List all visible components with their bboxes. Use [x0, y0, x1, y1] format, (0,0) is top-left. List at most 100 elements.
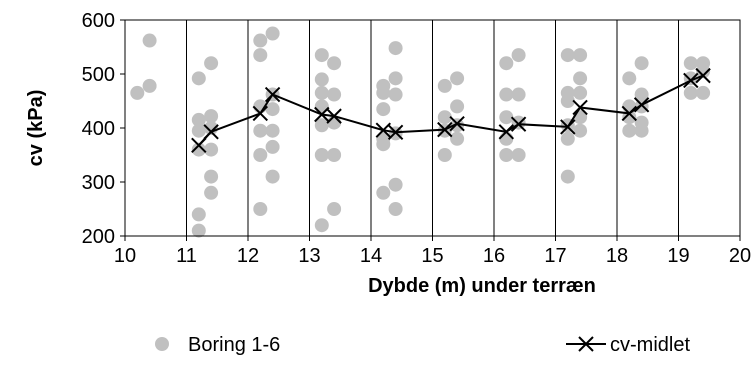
scatter-point — [191, 207, 206, 222]
legend-marker-cv-midlet — [578, 336, 594, 352]
scatter-point — [314, 48, 329, 63]
x-tick-label: 10 — [114, 245, 136, 267]
scatter-point — [622, 71, 637, 86]
y-axis-title: cv (kPa) — [25, 90, 47, 167]
scatter-point — [314, 99, 329, 114]
scatter-point — [314, 148, 329, 162]
scatter-point — [573, 71, 588, 86]
y-tick-label: 400 — [82, 118, 115, 140]
mean-marker — [203, 124, 219, 140]
mean-marker — [498, 124, 515, 140]
scatter-point — [327, 202, 342, 216]
mean-marker — [683, 72, 699, 89]
scatter-point — [265, 123, 280, 138]
scatter-point — [191, 142, 206, 157]
scatter-point — [253, 202, 268, 216]
scatter-point — [560, 48, 575, 63]
scatter-point — [388, 87, 403, 102]
y-tick-labels: 200 300 400 500 600 — [82, 10, 115, 248]
scatter-point — [388, 177, 403, 192]
scatter-point — [573, 123, 588, 138]
x-tick-labels: 10 11 12 13 14 15 16 17 18 19 20 — [114, 245, 751, 267]
scatter-point — [191, 112, 206, 127]
scatter-point — [376, 102, 391, 117]
scatter-point — [253, 123, 268, 138]
scatter-point — [622, 123, 637, 138]
scatter-point — [191, 71, 206, 86]
x-tick-label: 20 — [729, 245, 751, 267]
vertical-gridlines — [186, 20, 679, 236]
mean-marker — [387, 124, 404, 141]
x-tick-label: 13 — [298, 245, 320, 267]
scatter-point — [142, 78, 157, 93]
x-tick-label: 16 — [483, 245, 505, 267]
scatter-point — [376, 131, 391, 146]
scatter-point — [327, 56, 342, 71]
legend: Boring 1-6 cv-midlet — [155, 334, 690, 356]
scatter-point — [450, 131, 465, 146]
axes — [120, 19, 741, 241]
mean-marker — [437, 121, 453, 138]
scatter-point — [191, 123, 206, 138]
scatter-point — [376, 185, 391, 200]
scatter-point — [388, 71, 403, 86]
legend-label-boring: Boring 1-6 — [188, 334, 280, 356]
scatter-point — [204, 142, 219, 157]
scatter-point — [204, 109, 219, 124]
scatter-point — [376, 78, 391, 93]
x-tick-label: 11 — [176, 245, 197, 267]
mean-marker — [621, 105, 638, 122]
mean-marker — [510, 116, 527, 132]
scatter-point — [204, 185, 219, 200]
scatter-point — [314, 85, 329, 100]
mean-marker — [191, 137, 207, 153]
scatter-point — [204, 56, 219, 71]
legend-marker-boring — [155, 337, 169, 351]
scatter-point — [314, 72, 329, 87]
scatter-series-boring — [130, 26, 711, 238]
scatter-point — [499, 148, 514, 162]
scatter-point — [314, 218, 329, 233]
scatter-point — [560, 131, 575, 146]
mean-marker — [633, 97, 650, 113]
y-tick-label: 300 — [82, 172, 115, 194]
x-tick-label: 15 — [421, 245, 443, 267]
scatter-point — [437, 148, 452, 162]
mean-marker — [264, 86, 281, 103]
scatter-point — [450, 71, 465, 86]
scatter-point — [253, 33, 268, 48]
scatter-point — [499, 56, 514, 71]
scatter-point — [265, 26, 280, 41]
scatter-point — [253, 48, 268, 63]
mean-marker — [252, 105, 269, 122]
scatter-point — [265, 102, 280, 117]
mean-marker — [326, 108, 342, 124]
scatter-point — [634, 115, 649, 130]
scatter-point — [437, 110, 452, 125]
x-tick-label: 12 — [237, 245, 259, 267]
scatter-point — [511, 48, 526, 63]
scatter-point — [634, 56, 649, 71]
mean-marker — [560, 119, 576, 135]
y-tick-label: 200 — [82, 226, 115, 248]
legend-label-cv-midlet: cv-midlet — [610, 334, 690, 356]
scatter-point — [450, 99, 465, 114]
y-tick-label: 600 — [82, 10, 115, 32]
scatter-point — [450, 118, 465, 133]
scatter-point — [499, 131, 514, 146]
scatter-point — [204, 169, 219, 184]
scatter-point — [511, 148, 526, 162]
x-tick-label: 18 — [606, 245, 628, 267]
scatter-point — [191, 223, 206, 238]
scatter-point — [437, 78, 452, 93]
y-tick-label: 500 — [82, 64, 115, 86]
scatter-point — [573, 48, 588, 63]
scatter-point — [327, 87, 342, 102]
scatter-point — [683, 85, 698, 100]
scatter-point — [499, 87, 514, 102]
scatter-point — [499, 110, 514, 125]
scatter-point — [388, 41, 403, 56]
scatter-point — [696, 85, 711, 100]
scatter-point — [511, 87, 526, 102]
